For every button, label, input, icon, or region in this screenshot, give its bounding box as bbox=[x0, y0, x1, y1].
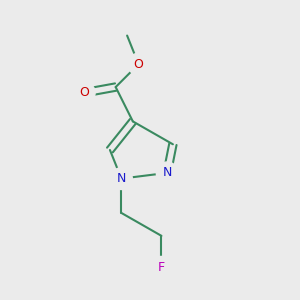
Text: N: N bbox=[117, 172, 126, 185]
Circle shape bbox=[156, 162, 178, 184]
Circle shape bbox=[73, 82, 95, 104]
Circle shape bbox=[128, 53, 149, 75]
Text: O: O bbox=[79, 86, 89, 99]
Text: O: O bbox=[134, 58, 143, 71]
Text: F: F bbox=[158, 261, 165, 274]
Circle shape bbox=[151, 256, 172, 278]
Text: N: N bbox=[163, 167, 172, 179]
Circle shape bbox=[110, 168, 132, 190]
